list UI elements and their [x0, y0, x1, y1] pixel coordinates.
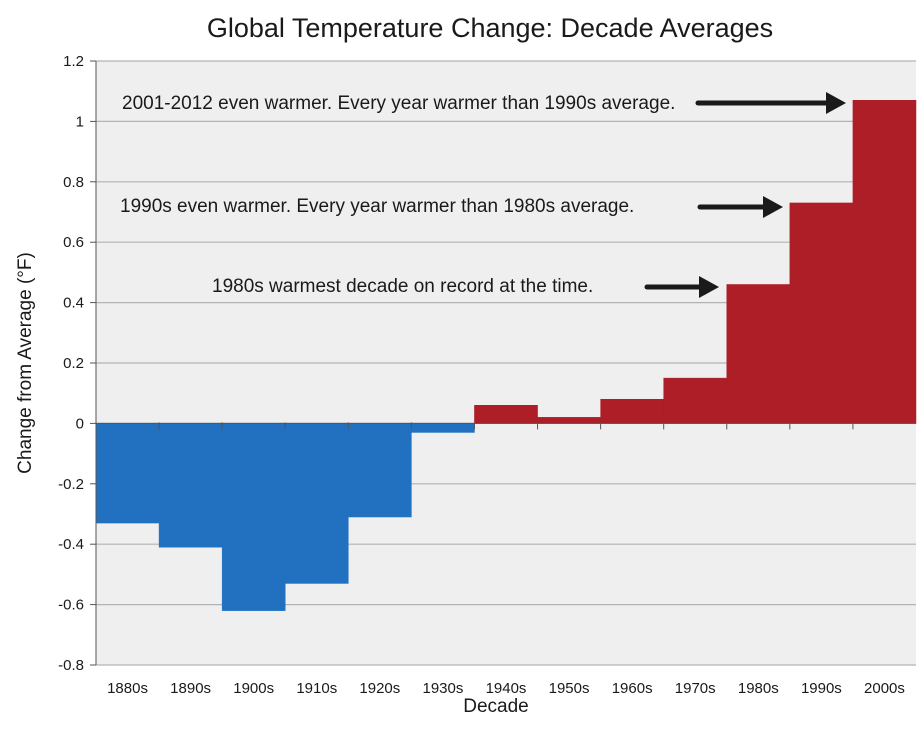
- bar-1880s: [95, 423, 160, 524]
- y-tick-label: -0.6: [58, 597, 84, 614]
- y-tick-label: -0.2: [58, 476, 84, 493]
- bar-1970s: [663, 377, 728, 424]
- x-tick-label: 1890s: [170, 680, 211, 697]
- x-tick-label: 1940s: [486, 680, 527, 697]
- bar-1910s: [284, 423, 349, 584]
- bar-2000s: [852, 100, 917, 424]
- x-tick-label: 1960s: [612, 680, 653, 697]
- bar-1900s: [221, 423, 286, 611]
- y-tick-label: 0: [76, 415, 84, 432]
- annotation-text: 1990s even warmer. Every year warmer tha…: [120, 196, 634, 217]
- y-tick-label: 1: [76, 113, 84, 130]
- bar-1990s: [789, 202, 854, 424]
- annotation-arrow-head: [763, 196, 783, 218]
- annotation-text: 1980s warmest decade on record at the ti…: [212, 276, 593, 297]
- x-tick-label: 1930s: [422, 680, 463, 697]
- bar-1980s: [726, 284, 791, 424]
- bars: [95, 100, 917, 611]
- y-axis-ticks: -0.8 -0.6 -0.4 -0.2 0 0.2 0.4 0.6 0.8 1 1.2: [58, 53, 97, 674]
- x-tick-label: 1970s: [675, 680, 716, 697]
- bar-1920s: [348, 423, 412, 518]
- annotation-arrow-head: [826, 92, 846, 114]
- annotation-text: 2001-2012 even warmer. Every year warmer…: [122, 93, 675, 114]
- x-tick-label: 1950s: [549, 680, 590, 697]
- bar-1950s: [537, 417, 601, 424]
- annotations: 2001-2012 even warmer. Every year warmer…: [120, 92, 846, 298]
- y-tick-label: 0.8: [63, 174, 84, 191]
- x-axis-title: Decade: [463, 696, 529, 717]
- x-tick-label: 1910s: [296, 680, 337, 697]
- x-axis-ticks: 1880s 1890s 1900s 1910s 1920s 1930s 1940s 1950s…: [95, 422, 905, 697]
- bar-1890s: [158, 423, 223, 548]
- y-tick-label: -0.8: [58, 657, 84, 674]
- x-tick-label: 2000s: [864, 680, 905, 697]
- y-tick-label: 0.6: [63, 234, 84, 251]
- x-tick-label: 1990s: [801, 680, 842, 697]
- bar-1940s: [474, 405, 538, 424]
- chart-title: Global Temperature Change: Decade Averag…: [207, 13, 773, 43]
- x-tick-label: 1920s: [359, 680, 400, 697]
- y-tick-label: 0.2: [63, 355, 84, 372]
- bar-1930s: [411, 423, 475, 433]
- y-axis-title: Change from Average (°F): [15, 252, 36, 474]
- bar-1960s: [600, 398, 664, 424]
- x-tick-label: 1900s: [233, 680, 274, 697]
- x-tick-label: 1880s: [107, 680, 148, 697]
- x-tick-label: 1980s: [738, 680, 779, 697]
- y-tick-label: 0.4: [63, 295, 84, 312]
- y-tick-label: -0.4: [58, 536, 84, 553]
- annotation-arrow-head: [699, 276, 719, 298]
- y-tick-label: 1.2: [63, 53, 84, 70]
